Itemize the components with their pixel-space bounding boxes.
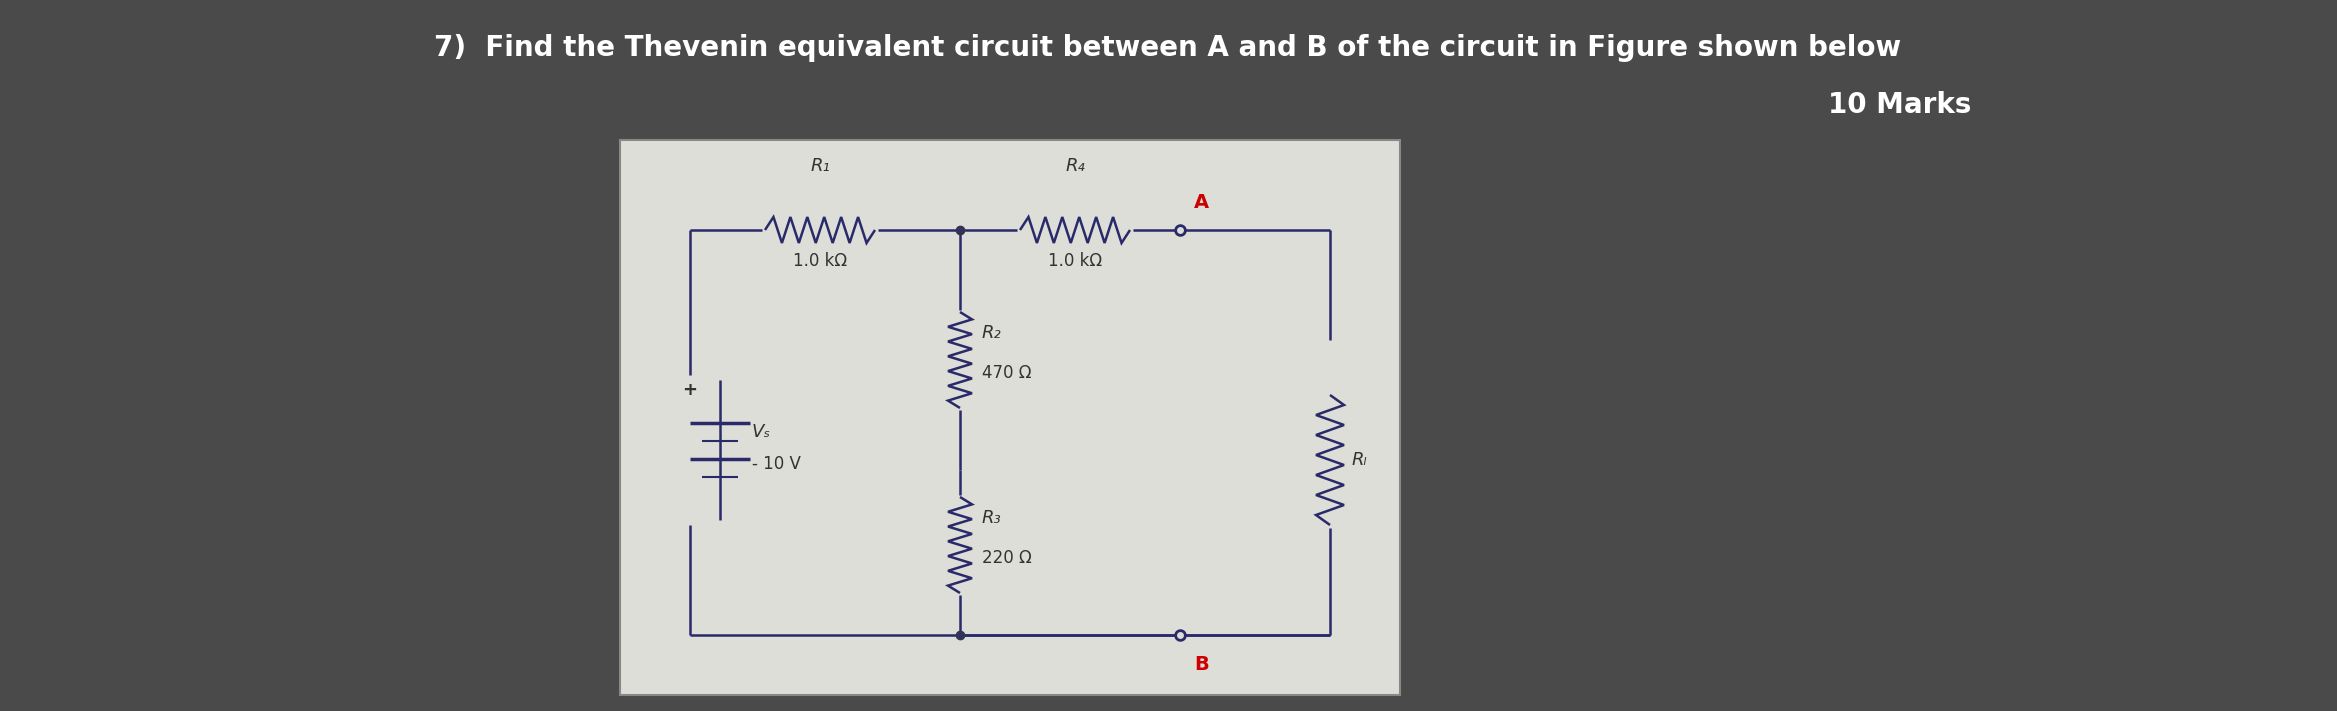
- Text: - 10 V: - 10 V: [753, 455, 802, 473]
- Bar: [619, 140, 1400, 695]
- Text: B: B: [1194, 656, 1208, 675]
- Text: A: A: [1194, 193, 1208, 211]
- Text: 220 Ω: 220 Ω: [982, 549, 1031, 567]
- Text: 7)  Find the Thevenin equivalent circuit between A and B of the circuit in Figur: 7) Find the Thevenin equivalent circuit …: [435, 34, 1902, 62]
- Text: 10 Marks: 10 Marks: [1828, 91, 1972, 119]
- Text: 470 Ω: 470 Ω: [982, 364, 1031, 382]
- Text: Vₛ: Vₛ: [753, 423, 771, 441]
- Text: R₁: R₁: [811, 157, 830, 175]
- Text: Rₗ: Rₗ: [1353, 451, 1367, 469]
- Text: 1.0 kΩ: 1.0 kΩ: [1047, 252, 1103, 270]
- Text: R₂: R₂: [982, 324, 1003, 342]
- Text: R₄: R₄: [1066, 157, 1084, 175]
- Text: R₃: R₃: [982, 509, 1003, 527]
- Text: 1.0 kΩ: 1.0 kΩ: [792, 252, 846, 270]
- Text: +: +: [682, 381, 696, 399]
